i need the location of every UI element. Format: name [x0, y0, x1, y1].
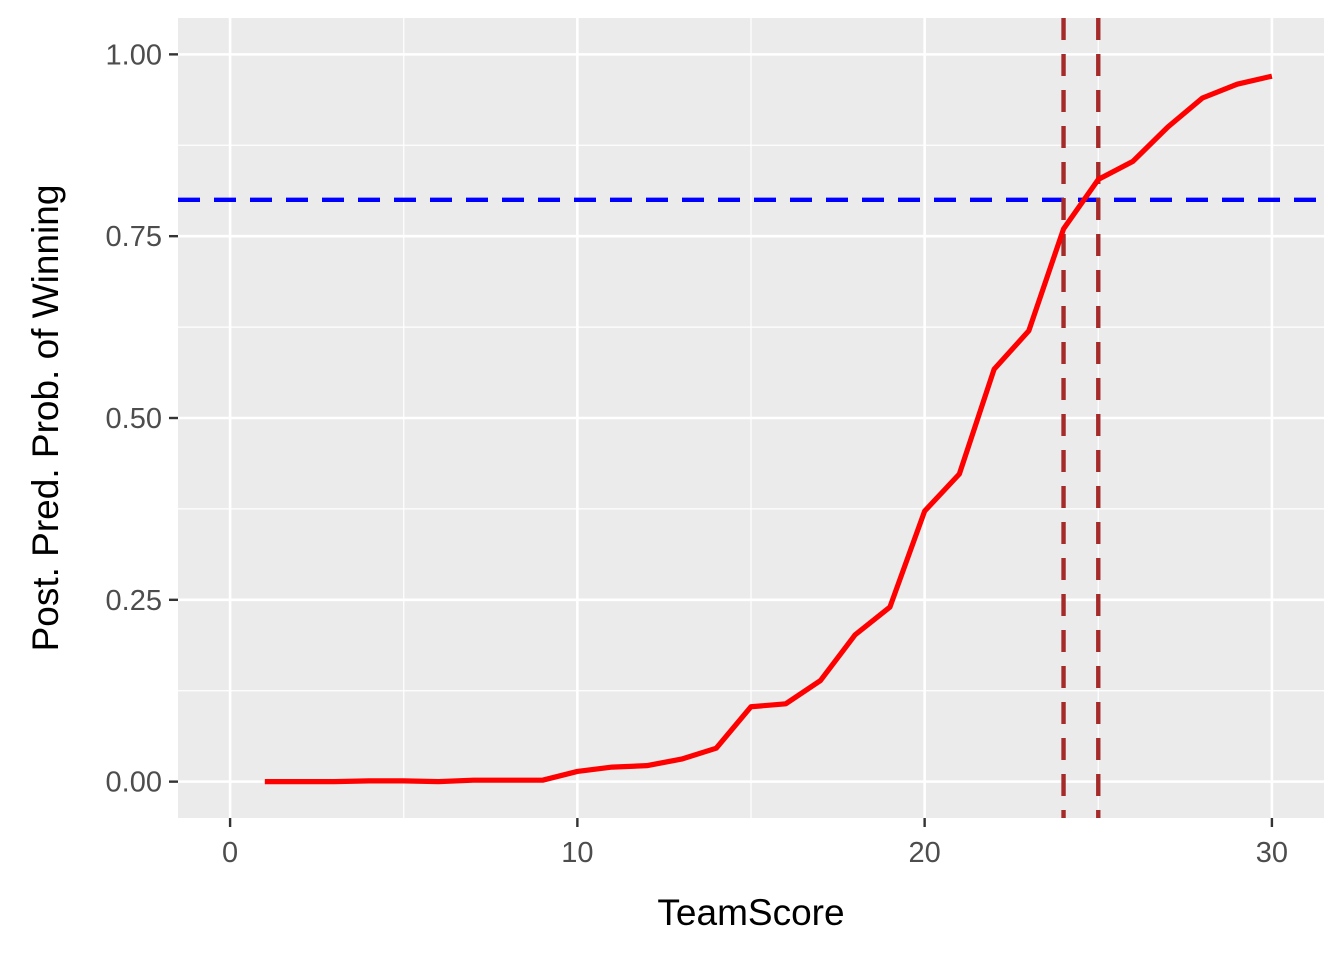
x-tick-label: 20 [909, 837, 941, 869]
x-tick-label: 30 [1256, 837, 1288, 869]
y-tick-label: 0.75 [106, 221, 162, 253]
x-tick-label: 10 [561, 837, 593, 869]
y-tick-label: 0.50 [106, 403, 162, 435]
y-tick-label: 0.25 [106, 585, 162, 617]
series-group [264, 73, 1273, 785]
x-axis-title: TeamScore [657, 892, 844, 933]
reference-lines [178, 18, 1324, 818]
y-axis-title: Post. Pred. Prob. of Winning [25, 185, 66, 652]
y-tick-label: 1.00 [106, 39, 162, 71]
x-tick-label: 0 [222, 837, 238, 869]
y-tick-label: 0.00 [106, 767, 162, 799]
y-axis: 0.00 0.25 0.50 0.75 1.00 [106, 39, 178, 799]
series-line [264, 73, 1273, 785]
grid-major [178, 18, 1324, 818]
x-axis: 0 10 20 30 [222, 818, 1288, 869]
